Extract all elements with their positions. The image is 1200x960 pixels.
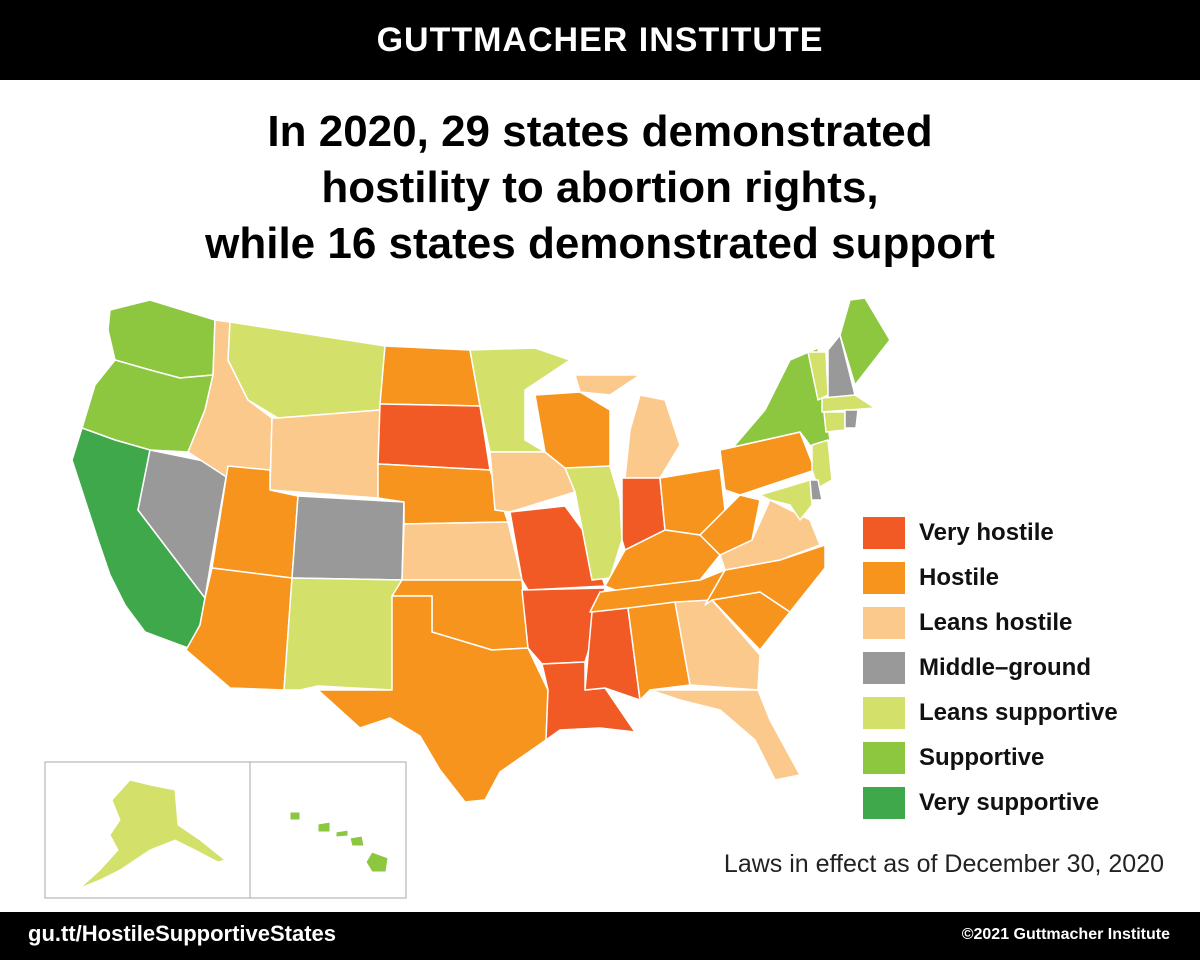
legend-item-middle-ground: Middle–ground [863, 645, 1118, 690]
state-michigan [624, 394, 681, 479]
headline-line-1: In 2020, 29 states demonstrated [267, 107, 933, 156]
state-mississippi [584, 607, 641, 701]
legend-item-hostile: Hostile [863, 555, 1118, 600]
legend-swatch [863, 786, 905, 819]
header-bar: GUTTMACHER INSTITUTE [0, 0, 1200, 80]
state-minnesota [469, 347, 571, 453]
legend-item-leans-supportive: Leans supportive [863, 690, 1118, 735]
state-alaska [79, 779, 227, 889]
legend: Very hostile Hostile Leans hostile Middl… [863, 510, 1118, 825]
legend-item-supportive: Supportive [863, 735, 1118, 780]
footer-url-link[interactable]: gu.tt/HostileSupportiveStates [28, 921, 337, 946]
headline-line-3: while 16 states demonstrated support [205, 219, 995, 268]
legend-swatch [863, 606, 905, 639]
legend-swatch [863, 516, 905, 549]
state-rhode-island [844, 409, 859, 429]
state-new-mexico [283, 577, 403, 691]
state-new-jersey [811, 439, 833, 489]
state-maryland [759, 479, 813, 521]
state-north-dakota [379, 345, 481, 407]
state-michigan-upper-peninsula [574, 374, 641, 396]
hawaii-inset-frame [249, 761, 407, 899]
headline-line-2: hostility to abortion rights, [321, 163, 879, 212]
state-maine [839, 297, 891, 386]
footer-copyright: ©2021 Guttmacher Institute [961, 926, 1170, 943]
state-louisiana [541, 661, 636, 741]
state-wyoming [269, 409, 381, 499]
legend-swatch [863, 741, 905, 774]
state-massachusetts [821, 394, 876, 413]
state-south-dakota [377, 403, 491, 471]
state-kansas [401, 521, 523, 581]
legend-label: Very supportive [919, 788, 1100, 816]
legend-swatch [863, 561, 905, 594]
organization-title: GUTTMACHER INSTITUTE [376, 20, 824, 59]
legend-label: Middle–ground [919, 653, 1091, 681]
inset-boxes [44, 761, 407, 899]
footer-bar: gu.tt/HostileSupportiveStates ©2021 Gutt… [0, 912, 1200, 960]
state-georgia [674, 599, 761, 691]
legend-label: Leans hostile [919, 608, 1073, 636]
legend-label: Hostile [919, 563, 1000, 591]
headline: In 2020, 29 states demonstrated hostilit… [0, 104, 1200, 272]
legend-swatch [863, 651, 905, 684]
legend-item-very-hostile: Very hostile [863, 510, 1118, 555]
state-colorado [291, 495, 405, 581]
legend-label: Very hostile [919, 518, 1054, 546]
state-hawaii-kauai [289, 811, 301, 821]
laws-effective-date-note: Laws in effect as of December 30, 2020 [723, 850, 1164, 878]
legend-swatch [863, 696, 905, 729]
legend-label: Leans supportive [919, 698, 1118, 726]
state-connecticut [823, 411, 846, 433]
state-hawaii-big-island [365, 851, 389, 873]
state-hawaii-molokai [335, 829, 349, 838]
state-west-virginia [699, 494, 761, 556]
legend-item-leans-hostile: Leans hostile [863, 600, 1118, 645]
state-hawaii-oahu [317, 821, 331, 833]
legend-item-very-supportive: Very supportive [863, 780, 1118, 825]
state-alabama [627, 601, 691, 701]
state-virginia [719, 499, 821, 571]
state-florida [649, 689, 801, 781]
legend-label: Supportive [919, 743, 1045, 771]
state-texas [317, 595, 549, 803]
state-illinois [564, 465, 623, 581]
state-hawaii-maui [349, 835, 365, 847]
